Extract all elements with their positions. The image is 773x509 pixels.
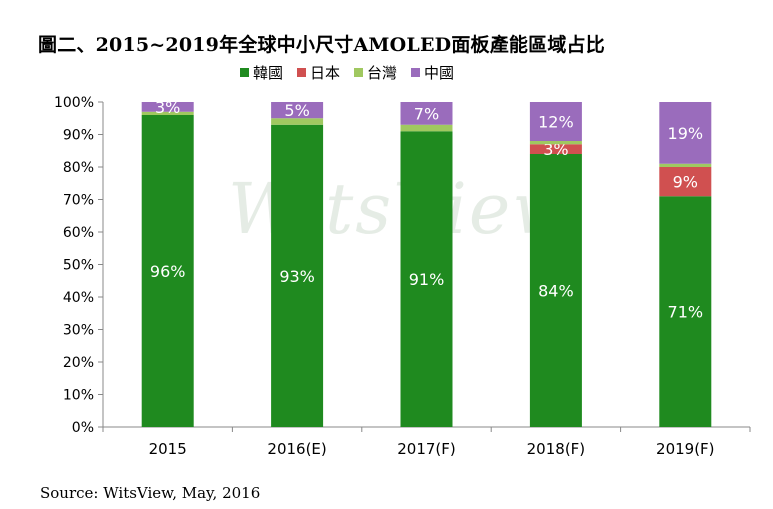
- data-label: 5%: [284, 101, 309, 120]
- legend: 韓國 日本 台灣 中國: [240, 62, 454, 83]
- x-tick-label: 2016(E): [267, 440, 326, 458]
- bar-segment: [141, 115, 194, 427]
- source-note: Source: WitsView, May, 2016: [40, 484, 261, 502]
- legend-swatch-korea: [240, 68, 249, 77]
- bar-segment: [400, 102, 453, 125]
- y-tick-label: 80%: [63, 160, 94, 176]
- data-label: 93%: [279, 267, 315, 286]
- bar-segment: [529, 102, 582, 141]
- bar-segment: [659, 196, 712, 427]
- bar-segment: [659, 167, 712, 197]
- data-label: 19%: [668, 124, 704, 143]
- data-label: 7%: [414, 104, 439, 123]
- legend-label-korea: 韓國: [253, 64, 284, 82]
- y-tick-label: 60%: [63, 225, 94, 241]
- x-tick-label: 2018(F): [527, 440, 586, 458]
- bar-segment: [141, 111, 194, 115]
- y-tick-label: 20%: [63, 355, 94, 371]
- y-tick-label: 70%: [63, 193, 94, 209]
- data-label: 3%: [155, 98, 180, 117]
- legend-label-china: 中國: [424, 64, 455, 82]
- bar-segment: [659, 163, 712, 167]
- data-label: 91%: [409, 270, 445, 289]
- x-tick-label: 2015: [149, 440, 187, 458]
- legend-swatch-japan: [297, 68, 307, 77]
- data-label: 96%: [150, 262, 186, 281]
- data-label: 9%: [673, 173, 698, 192]
- bar-segment: [400, 131, 453, 427]
- y-tick-label: 50%: [63, 258, 94, 274]
- legend-item-taiwan: 台灣: [354, 62, 397, 83]
- legend-swatch-taiwan: [354, 68, 364, 77]
- legend-item-japan: 日本: [297, 62, 340, 83]
- y-tick-label: 90%: [63, 128, 94, 144]
- y-tick-label: 0%: [72, 420, 94, 436]
- legend-swatch-china: [411, 68, 421, 77]
- y-tick-label: 100%: [54, 95, 94, 111]
- legend-label-japan: 日本: [310, 64, 341, 82]
- x-tick-label: 2019(F): [656, 440, 715, 458]
- data-label: 3%: [543, 140, 568, 159]
- data-label: 84%: [538, 282, 574, 301]
- bar-segment: [400, 124, 453, 132]
- bar-segment: [529, 141, 582, 145]
- legend-item-korea: 韓國: [240, 62, 283, 83]
- y-tick-label: 30%: [63, 323, 94, 339]
- bar-segment: [271, 124, 324, 427]
- y-tick-label: 10%: [63, 388, 94, 404]
- chart-title: 圖二、2015~2019年全球中小尺寸AMOLED面板產能區域占比: [38, 34, 605, 56]
- legend-item-china: 中國: [411, 62, 454, 83]
- bar-segment: [529, 144, 582, 154]
- bar-segment: [271, 118, 324, 125]
- data-label: 12%: [538, 113, 574, 132]
- bar-segment: [141, 102, 194, 112]
- bar-segment: [659, 102, 712, 164]
- legend-label-taiwan: 台灣: [367, 64, 398, 82]
- x-tick-label: 2017(F): [397, 440, 456, 458]
- bar-segment: [271, 102, 324, 119]
- data-label: 71%: [668, 303, 704, 322]
- y-tick-label: 40%: [63, 290, 94, 306]
- bar-segment: [529, 154, 582, 427]
